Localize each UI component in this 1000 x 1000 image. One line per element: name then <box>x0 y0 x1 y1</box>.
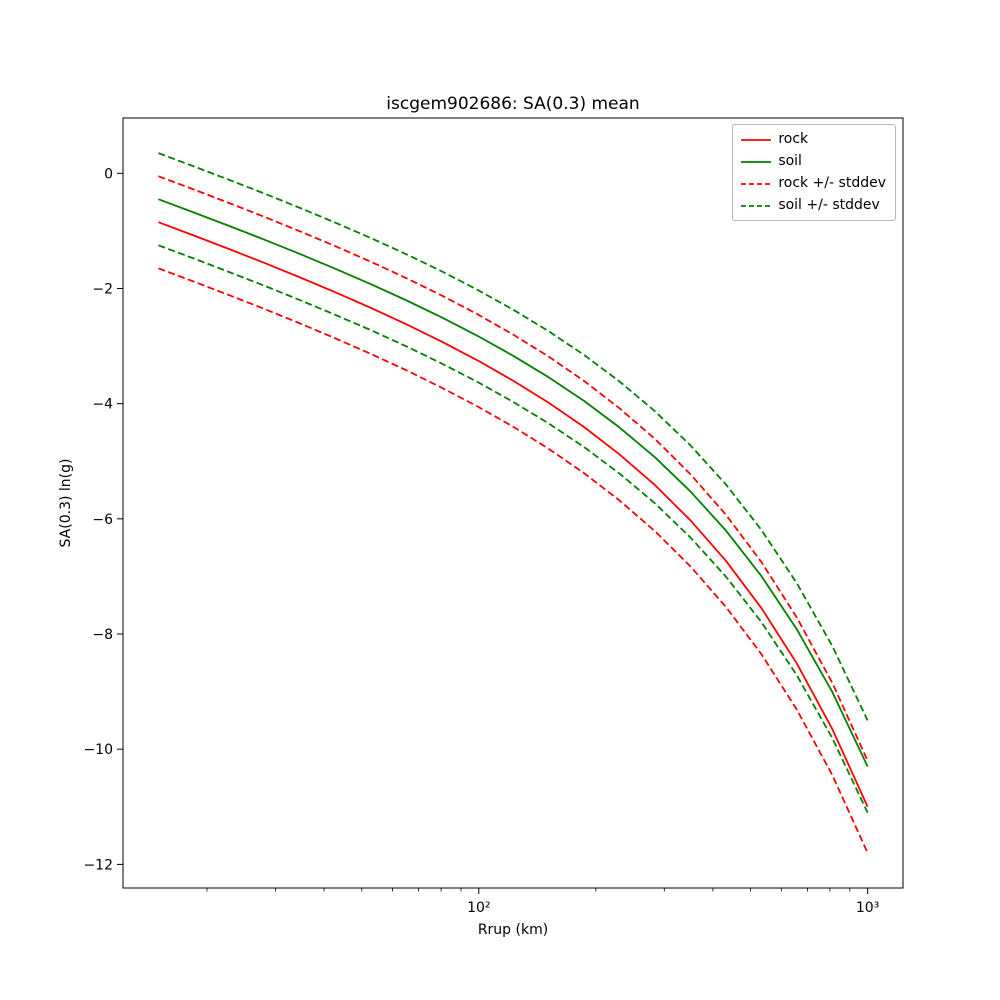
series-rock-minus-stddev <box>158 267 869 854</box>
y-tick-label: 0 <box>104 166 113 182</box>
chart-title: iscgem902686: SA(0.3) mean <box>386 94 640 114</box>
y-tick-label: −4 <box>92 397 113 413</box>
legend-line-solid-icon <box>741 160 772 163</box>
legend-entry: soil <box>741 153 886 170</box>
legend: rock soil rock +/- stddev soil +/- stddev <box>732 124 896 221</box>
legend-entry: rock +/- stddev <box>741 175 886 192</box>
legend-entry: soil +/- stddev <box>741 197 886 214</box>
legend-label: rock +/- stddev <box>778 175 886 191</box>
legend-line-dashed-icon <box>741 182 772 185</box>
y-tick-label: −6 <box>92 512 113 528</box>
y-tick-label: −10 <box>83 742 113 758</box>
y-tick-label: −2 <box>92 281 113 297</box>
series-rock <box>158 221 869 808</box>
axes-frame <box>122 117 904 889</box>
legend-label: soil <box>778 153 802 169</box>
series-soil-minus-stddev <box>158 244 869 813</box>
y-axis-label: SA(0.3) ln(g) <box>58 458 74 548</box>
y-tick-label: −12 <box>83 857 113 873</box>
x-tick-label: 10³ <box>856 900 879 916</box>
x-tick-label: 10² <box>467 900 490 916</box>
legend-label: rock <box>778 131 809 147</box>
y-tick-label: −8 <box>92 627 113 643</box>
legend-entry: rock <box>741 131 886 148</box>
series-soil <box>158 198 869 767</box>
legend-line-solid-icon <box>741 138 772 141</box>
legend-label: soil +/- stddev <box>778 197 880 213</box>
x-axis-label: Rrup (km) <box>477 922 549 938</box>
legend-line-dashed-icon <box>741 204 772 207</box>
series-soil-plus-stddev <box>158 152 869 721</box>
series-rock-plus-stddev <box>158 175 869 762</box>
